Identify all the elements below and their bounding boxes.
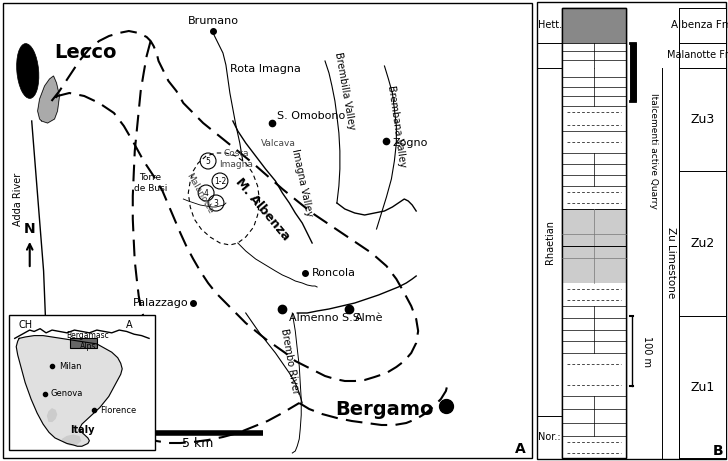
Text: Italy: Italy: [70, 425, 94, 435]
Text: Zu1: Zu1: [691, 380, 715, 394]
Text: Genova: Genova: [50, 389, 83, 398]
Text: Torre
de Busi: Torre de Busi: [134, 173, 167, 193]
Bar: [562, 283, 625, 306]
Text: CH: CH: [18, 319, 32, 330]
Text: Brembilla Valley: Brembilla Valley: [333, 51, 357, 130]
Polygon shape: [38, 76, 60, 123]
Bar: [562, 436, 625, 458]
Polygon shape: [16, 336, 122, 446]
Text: Florence: Florence: [100, 406, 136, 415]
Text: Almenno S.S.: Almenno S.S.: [289, 313, 364, 323]
Text: Zu3: Zu3: [691, 113, 715, 126]
Text: 100 m: 100 m: [642, 336, 652, 366]
Polygon shape: [47, 409, 57, 421]
Text: A: A: [515, 442, 526, 456]
Text: Zogno: Zogno: [392, 138, 428, 148]
Text: Valcava: Valcava: [261, 138, 296, 148]
Text: 3: 3: [213, 199, 218, 207]
Bar: [562, 306, 625, 353]
Text: N: N: [24, 222, 36, 236]
Bar: [562, 153, 625, 186]
Text: Imagna Valley: Imagna Valley: [290, 148, 314, 218]
Text: A: A: [127, 319, 133, 330]
Bar: [679, 68, 726, 171]
Text: Palazzago: Palazzago: [132, 298, 189, 308]
Text: Milan: Milan: [60, 361, 82, 371]
Text: Malanotte: Malanotte: [185, 171, 215, 215]
Bar: [679, 171, 726, 316]
Text: Zu Limestone: Zu Limestone: [667, 227, 676, 299]
Text: S. Omobono: S. Omobono: [277, 111, 346, 121]
Text: Bergamo: Bergamo: [335, 400, 434, 419]
Bar: [562, 8, 625, 43]
Text: 5 km: 5 km: [183, 437, 214, 449]
Bar: [562, 68, 625, 106]
Bar: [562, 396, 625, 436]
Text: Adda River: Adda River: [13, 172, 23, 225]
Text: Albenza Fm.: Albenza Fm.: [670, 20, 728, 30]
Text: B: B: [713, 444, 724, 458]
Text: Zu2: Zu2: [691, 237, 715, 250]
Text: Bergamasc
Alps: Bergamasc Alps: [66, 331, 109, 351]
Text: M. Albenza: M. Albenza: [233, 175, 293, 243]
Text: 1-2: 1-2: [214, 177, 226, 185]
Bar: [562, 209, 625, 283]
Bar: [679, 43, 726, 68]
Bar: [562, 43, 625, 68]
Text: Malanotte Fm.: Malanotte Fm.: [668, 51, 728, 60]
Text: 5: 5: [205, 156, 210, 165]
Bar: [562, 8, 625, 458]
Bar: [679, 316, 726, 458]
Bar: [562, 186, 625, 209]
Bar: [679, 8, 726, 43]
Text: Lecco: Lecco: [55, 43, 117, 63]
Text: Hett.: Hett.: [538, 20, 562, 30]
Text: Roncola: Roncola: [312, 268, 356, 278]
Bar: [562, 8, 625, 458]
Text: Italcementi active Quarry: Italcementi active Quarry: [649, 93, 658, 209]
Text: Nor.:: Nor.:: [539, 432, 561, 442]
Text: Rota Imagna: Rota Imagna: [230, 64, 301, 74]
Text: Brembo River: Brembo River: [279, 327, 300, 395]
Text: Brembana Valley: Brembana Valley: [386, 84, 407, 168]
Text: Brumano: Brumano: [188, 16, 239, 26]
Text: Rhaetian: Rhaetian: [545, 220, 555, 264]
Text: Almè: Almè: [355, 313, 383, 323]
Text: Costa
Imagna: Costa Imagna: [219, 149, 253, 169]
Polygon shape: [63, 435, 80, 445]
Bar: [70, 338, 97, 348]
Ellipse shape: [17, 44, 39, 98]
Bar: [562, 353, 625, 396]
Text: 4: 4: [204, 189, 208, 197]
Bar: [562, 131, 625, 153]
Bar: [562, 106, 625, 131]
